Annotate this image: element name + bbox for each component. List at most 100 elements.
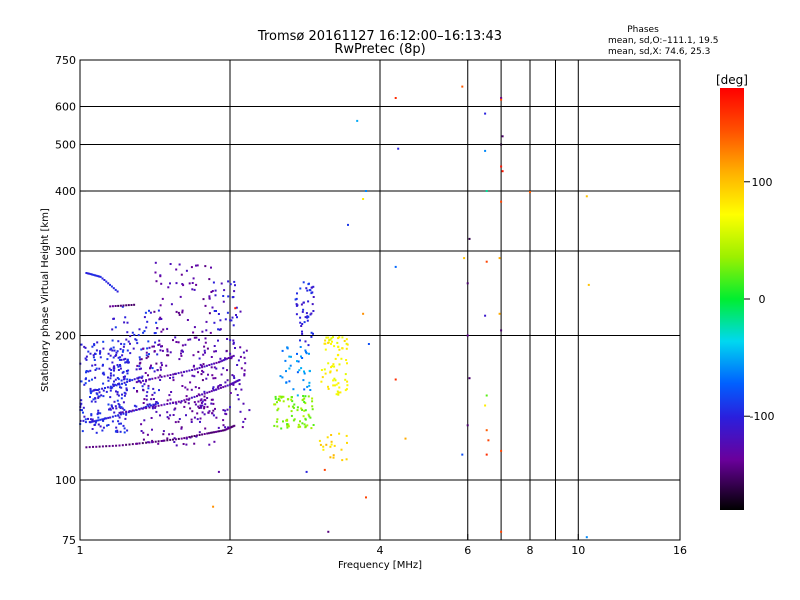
data-point: [131, 409, 134, 412]
data-point: [301, 399, 304, 402]
data-point: [117, 402, 120, 405]
data-point: [115, 390, 117, 393]
data-point: [98, 367, 101, 370]
data-point: [301, 330, 303, 333]
data-point: [304, 395, 307, 398]
y-tick-label: 200: [55, 330, 76, 343]
data-point: [225, 349, 228, 352]
data-point: [211, 412, 214, 415]
data-point: [104, 387, 106, 389]
data-point: [118, 444, 121, 447]
data-point: [115, 407, 118, 410]
data-point: [135, 442, 138, 445]
data-point: [89, 418, 92, 421]
data-point: [124, 383, 127, 386]
data-point: [85, 371, 87, 374]
data-point: [215, 388, 218, 391]
data-point: [180, 426, 183, 429]
data-point: [203, 390, 206, 393]
data-point: [180, 437, 183, 440]
data-point: [166, 437, 169, 440]
data-point: [112, 367, 115, 370]
data-point: [219, 360, 222, 363]
data-point: [226, 384, 229, 387]
data-point: [99, 351, 102, 354]
data-point: [296, 394, 299, 397]
data-point: [91, 364, 94, 367]
data-point: [127, 369, 130, 372]
data-point: [585, 195, 588, 198]
data-point: [345, 458, 348, 461]
data-point: [142, 438, 145, 441]
data-point: [213, 366, 216, 369]
colorbar-tick-label: -100: [750, 410, 775, 423]
data-point: [145, 407, 148, 410]
data-point: [91, 273, 94, 276]
data-point: [154, 406, 157, 409]
data-point: [404, 437, 407, 440]
data-point: [229, 339, 232, 342]
data-point: [309, 389, 312, 391]
data-point: [146, 320, 149, 323]
data-point: [198, 338, 200, 341]
data-point: [177, 437, 180, 440]
data-point: [284, 359, 287, 362]
data-point: [178, 313, 181, 316]
data-point: [175, 268, 178, 271]
data-point: [124, 357, 127, 360]
data-point: [248, 409, 251, 412]
data-point: [148, 403, 151, 406]
data-point: [145, 351, 148, 354]
data-point: [98, 391, 101, 394]
data-point: [114, 326, 117, 329]
data-point: [202, 298, 205, 301]
data-point: [189, 381, 192, 384]
data-point: [311, 405, 314, 408]
data-point: [124, 361, 127, 364]
data-point: [181, 374, 184, 377]
data-point: [166, 399, 169, 402]
colorbar: [deg] 100 0 -100: [716, 73, 774, 510]
data-point: [329, 456, 332, 459]
data-point: [311, 400, 314, 403]
data-point: [117, 369, 120, 371]
data-point: [118, 411, 121, 414]
data-point: [217, 328, 220, 331]
data-point: [122, 358, 125, 361]
data-point: [99, 418, 102, 421]
data-point: [142, 389, 145, 392]
data-point: [468, 377, 471, 380]
data-point: [105, 390, 108, 393]
data-point: [306, 316, 309, 319]
data-point: [186, 388, 189, 391]
data-point: [142, 402, 145, 404]
data-point: [173, 408, 176, 411]
data-point: [173, 437, 176, 440]
data-point: [185, 370, 188, 373]
data-point: [345, 434, 348, 437]
data-point: [83, 383, 86, 386]
data-point: [221, 359, 224, 362]
data-point: [109, 305, 112, 308]
data-point: [97, 411, 100, 414]
data-point: [144, 311, 147, 314]
data-point: [113, 369, 115, 372]
data-point: [107, 424, 110, 426]
data-point: [213, 362, 216, 365]
data-point: [229, 352, 232, 355]
data-point: [128, 443, 131, 446]
data-point: [201, 366, 204, 369]
data-point: [212, 281, 215, 284]
data-point: [217, 426, 220, 429]
data-point: [236, 394, 239, 396]
data-point: [299, 425, 302, 428]
data-point: [181, 283, 184, 285]
data-point: [97, 419, 100, 422]
data-point: [215, 310, 217, 312]
data-point: [92, 389, 95, 392]
data-point: [192, 331, 195, 334]
data-point: [80, 343, 83, 346]
data-point: [299, 339, 301, 342]
data-point: [119, 430, 122, 433]
data-point: [112, 287, 115, 290]
